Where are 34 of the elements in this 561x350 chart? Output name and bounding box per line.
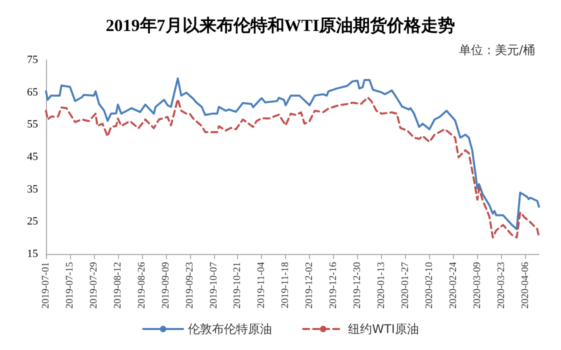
x-tick-label: 2020-04-06 — [520, 262, 531, 309]
x-tick-label: 2019-10-07 — [208, 262, 220, 309]
y-tick-label: 65 — [27, 86, 38, 98]
line-series — [45, 77, 540, 230]
x-tick-label: 2019-08-26 — [136, 262, 148, 309]
legend-label: 伦敦布伦特原油 — [188, 322, 272, 336]
x-tick-label: 2020-01-13 — [376, 262, 388, 309]
x-tick-label: 2019-07-01 — [40, 262, 52, 309]
line-series — [45, 96, 540, 239]
legend-label: 纽约WTI原油 — [348, 322, 419, 336]
y-tick-label: 25 — [27, 216, 38, 228]
y-tick-label: 45 — [27, 151, 38, 163]
x-tick-label: 2019-11-04 — [256, 262, 268, 308]
x-tick-label: 2019-09-09 — [160, 262, 172, 309]
x-tick-label: 2019-11-18 — [280, 262, 292, 308]
x-tick-label: 2019-08-12 — [112, 262, 124, 309]
x-tick-label: 2019-09-23 — [184, 262, 196, 309]
x-tick-label: 2020-03-09 — [472, 262, 483, 309]
chart-title: 2019年7月以来布伦特和WTI原油期货价格走势 — [106, 16, 456, 35]
y-tick-label: 55 — [27, 118, 38, 131]
x-tick-label: 2019-07-29 — [88, 262, 100, 309]
x-tick-label: 2020-02-24 — [448, 262, 459, 309]
text: 单位：美元/桶 — [458, 43, 536, 57]
y-tick-label: 15 — [27, 248, 38, 260]
x-tick-label: 2019-12-02 — [304, 262, 316, 309]
x-tick-label: 2019-07-15 — [64, 262, 76, 309]
x-tick-label: 2020-01-27 — [400, 262, 411, 309]
y-tick-label: 75 — [27, 54, 38, 66]
x-tick-label: 2020-02-10 — [424, 262, 435, 309]
x-tick-label: 2019-10-21 — [232, 262, 244, 309]
x-tick-label: 2019-12-30 — [352, 262, 364, 309]
x-tick-label: 2020-03-23 — [496, 262, 507, 309]
x-tick-label: 2019-12-16 — [328, 262, 340, 309]
y-tick-label: 35 — [27, 183, 38, 196]
